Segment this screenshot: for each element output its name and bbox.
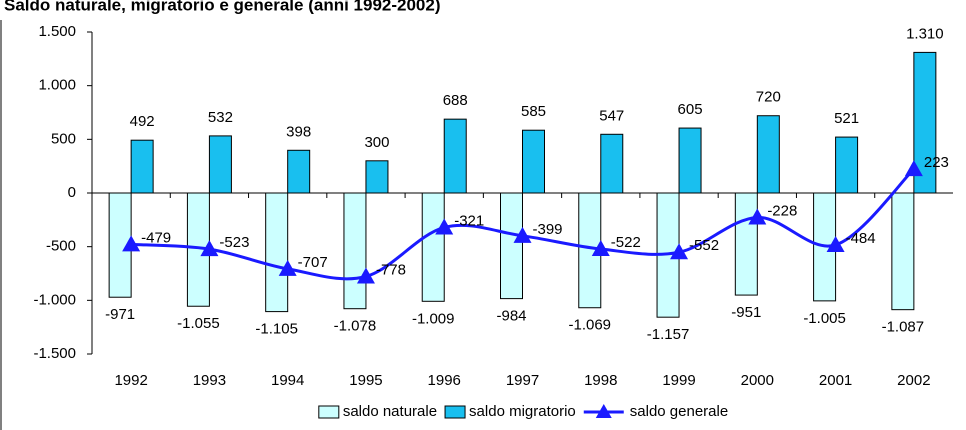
- x-tick-label: 2000: [741, 372, 774, 389]
- data-label: 585: [521, 103, 546, 120]
- y-tick-label: 1.500: [38, 23, 76, 40]
- y-tick-label: -1.000: [33, 291, 76, 308]
- data-label: -1.009: [412, 310, 455, 327]
- x-tick-label: 1995: [349, 372, 382, 389]
- bar: [343, 192, 367, 310]
- data-label: -778: [376, 261, 406, 278]
- x-tick-label: 1998: [584, 372, 617, 389]
- data-label: 720: [756, 89, 781, 106]
- legend-label: saldo generale: [630, 403, 728, 420]
- data-label: -1.105: [255, 321, 298, 338]
- data-label: 605: [678, 101, 703, 118]
- marker: [591, 240, 610, 257]
- marker: [513, 226, 532, 243]
- data-label: -1.005: [803, 310, 846, 327]
- bar: [443, 118, 467, 194]
- bar: [678, 127, 702, 194]
- data-label: -1.157: [647, 326, 690, 343]
- data-label: -399: [533, 221, 563, 238]
- y-tick-label: -1.500: [33, 345, 76, 362]
- y-tick-label: 1.000: [38, 77, 76, 94]
- y-tick-label: -500: [46, 238, 76, 255]
- x-tick-label: 1992: [114, 372, 147, 389]
- data-label: -971: [105, 306, 135, 323]
- data-label: -523: [219, 234, 249, 251]
- x-tick-label: 1996: [428, 372, 461, 389]
- data-label: -321: [454, 212, 484, 229]
- data-label: 547: [599, 107, 624, 124]
- data-label: -1.069: [568, 317, 611, 334]
- data-label: 223: [924, 154, 949, 171]
- marker: [435, 218, 454, 235]
- marker: [826, 235, 845, 252]
- bar: [500, 192, 523, 300]
- bar: [734, 192, 758, 296]
- y-tick-label: 500: [51, 130, 76, 147]
- marker: [670, 243, 689, 260]
- y-tick-label: 0: [68, 184, 76, 201]
- x-tick-label: 2002: [897, 372, 930, 389]
- x-tick-label: 1993: [193, 372, 226, 389]
- x-tick-label: 1999: [662, 372, 695, 389]
- data-label: -1.055: [177, 315, 220, 332]
- bar: [130, 139, 154, 194]
- data-label: 398: [286, 123, 311, 140]
- bar: [365, 160, 389, 194]
- marker: [200, 240, 219, 257]
- marker: [356, 267, 375, 284]
- bar: [522, 129, 545, 194]
- legend-swatch: [318, 405, 340, 419]
- bar: [756, 115, 780, 194]
- data-label: -552: [689, 237, 719, 254]
- data-label: -707: [298, 254, 328, 271]
- bar: [913, 51, 937, 194]
- x-tick-label: 1997: [506, 372, 539, 389]
- data-label: 492: [130, 113, 155, 130]
- data-label: -522: [611, 234, 641, 251]
- x-tick-label: 2001: [819, 372, 852, 389]
- bar: [600, 133, 624, 194]
- x-tick-label: 1994: [271, 372, 304, 389]
- data-label: 688: [443, 92, 468, 109]
- bar: [287, 149, 311, 194]
- legend-label: saldo migratorio: [469, 403, 576, 420]
- data-label: -1.078: [334, 318, 377, 335]
- data-label: 521: [834, 110, 859, 127]
- legend-label: saldo naturale: [343, 403, 437, 420]
- data-label: 1.310: [906, 25, 944, 42]
- bar: [835, 136, 859, 194]
- data-label: -479: [141, 229, 171, 246]
- marker: [904, 160, 923, 177]
- data-label: -1.087: [882, 319, 925, 336]
- bar: [208, 135, 232, 194]
- bar: [891, 192, 915, 311]
- bar: [265, 192, 289, 313]
- bar: [421, 192, 445, 302]
- data-label: 532: [208, 109, 233, 126]
- data-label: 300: [364, 134, 389, 151]
- chart-border: [0, 20, 2, 430]
- legend-swatch: [444, 405, 466, 419]
- marker: [278, 259, 297, 276]
- data-label: -951: [731, 304, 761, 321]
- marker: [122, 235, 141, 252]
- data-label: -228: [767, 202, 797, 219]
- data-label: -984: [496, 308, 526, 325]
- chart-title: Saldo naturale, migratorio e generale (a…: [4, 0, 441, 14]
- legend-swatch: [595, 404, 612, 418]
- data-label: -484: [846, 230, 876, 247]
- marker: [748, 208, 767, 225]
